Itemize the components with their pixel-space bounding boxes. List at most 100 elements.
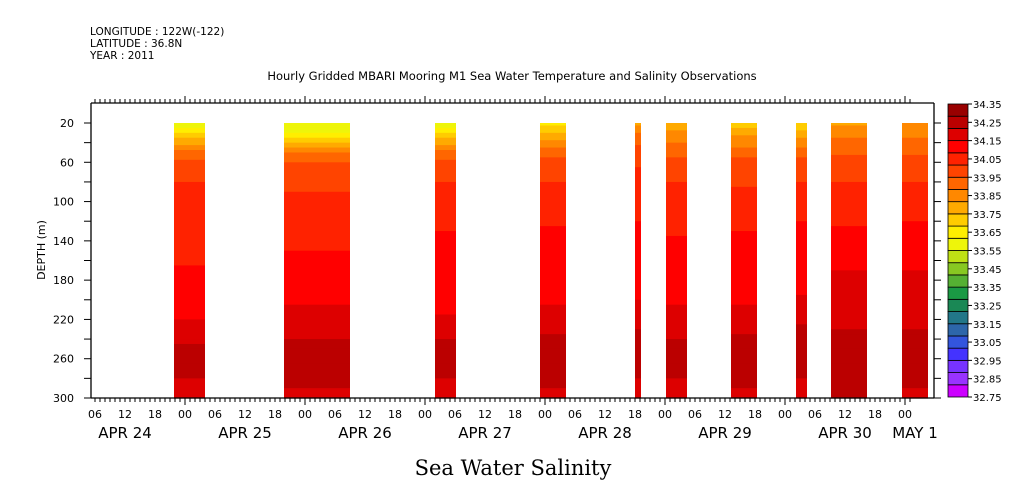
salinity-cell [635, 319, 641, 325]
salinity-cell [635, 383, 641, 389]
salinity-cell [731, 159, 757, 163]
salinity-cell [902, 329, 928, 335]
salinity-cell [435, 196, 456, 203]
salinity-cell [540, 353, 566, 360]
salinity-cell [635, 363, 641, 370]
salinity-cell [635, 130, 641, 134]
salinity-cell [796, 319, 807, 325]
salinity-cell [540, 324, 566, 330]
salinity-cell [284, 211, 350, 217]
salinity-cell [666, 177, 687, 183]
salinity-cell [540, 154, 566, 158]
salinity-cell [635, 181, 641, 188]
salinity-cell [796, 280, 807, 286]
salinity-cell [796, 304, 807, 311]
salinity-cell [666, 145, 687, 149]
salinity-cell [902, 231, 928, 237]
salinity-cell [831, 388, 867, 394]
salinity-cell [435, 270, 456, 276]
salinity-cell [435, 127, 456, 131]
salinity-cell [284, 275, 350, 281]
salinity-cell [435, 250, 456, 257]
salinity-cell [796, 140, 807, 144]
salinity-cell [284, 358, 350, 365]
salinity-cell [284, 319, 350, 325]
salinity-cell [731, 125, 757, 129]
salinity-cell [284, 231, 350, 237]
salinity-cell [174, 186, 205, 193]
salinity-cell [902, 186, 928, 193]
colorbar-swatch [947, 286, 969, 300]
salinity-cell [666, 130, 687, 134]
salinity-cell [831, 383, 867, 389]
salinity-cell [174, 304, 205, 311]
salinity-cell [731, 221, 757, 227]
salinity-cell [435, 393, 456, 399]
salinity-cell [666, 150, 687, 154]
salinity-cell [731, 373, 757, 379]
salinity-cell [731, 260, 757, 267]
salinity-cell [635, 289, 641, 296]
salinity-cell [902, 255, 928, 262]
salinity-cell [902, 147, 928, 151]
salinity-cell [831, 240, 867, 247]
y-tick-label: 220 [53, 313, 74, 326]
salinity-cell [902, 280, 928, 286]
salinity-cell [174, 196, 205, 203]
salinity-cell [635, 142, 641, 146]
x-tick-label: 00 [538, 408, 552, 421]
salinity-cell [731, 240, 757, 247]
salinity-cell [731, 196, 757, 203]
salinity-cell [796, 285, 807, 291]
salinity-cell [666, 167, 687, 173]
salinity-cell [731, 130, 757, 134]
salinity-cell [731, 162, 757, 168]
salinity-cell [540, 265, 566, 271]
salinity-cell [796, 260, 807, 267]
salinity-cell [666, 231, 687, 237]
salinity-cell [796, 201, 807, 208]
salinity-cell [540, 140, 566, 144]
salinity-cell [635, 125, 641, 129]
salinity-cell [174, 373, 205, 379]
x-date-label: APR 24 [98, 424, 152, 442]
salinity-cell [731, 245, 757, 252]
salinity-cell [284, 339, 350, 345]
colorbar-label: 34.15 [973, 137, 1002, 148]
salinity-cell [540, 235, 566, 242]
salinity-cell [831, 152, 867, 156]
salinity-cell [796, 329, 807, 335]
salinity-cell [902, 260, 928, 267]
salinity-cell [731, 167, 757, 173]
salinity-cell [284, 373, 350, 379]
salinity-cell [902, 309, 928, 316]
colorbar-swatch [947, 140, 969, 154]
salinity-cell [666, 181, 687, 188]
salinity-cell [796, 123, 807, 127]
colorbar-swatch [947, 347, 969, 361]
salinity-cell [902, 159, 928, 163]
colorbar: 32.75 32.85 32.95 33.05 33.15 33.25 33.35 33.45… [947, 100, 1002, 404]
salinity-cell [435, 304, 456, 311]
salinity-cell [435, 240, 456, 247]
colorbar-label: 34.05 [973, 155, 1002, 166]
salinity-cell [540, 130, 566, 134]
colorbar-swatch [947, 189, 969, 203]
salinity-cell [635, 145, 641, 149]
x-tick-label: 18 [628, 408, 642, 421]
salinity-cell [831, 363, 867, 370]
salinity-cell [174, 250, 205, 257]
salinity-cell [731, 177, 757, 183]
salinity-cell [635, 201, 641, 208]
salinity-cell [902, 250, 928, 257]
salinity-cell [284, 314, 350, 321]
x-axis-ticks: 06 12 18 00 06 12 18 00 06 12 18 00 06 12 18 00 06 12 18 00… [88, 96, 938, 442]
salinity-cell [666, 132, 687, 136]
salinity-cell [666, 201, 687, 208]
salinity-cell [796, 125, 807, 129]
colorbar-swatch [947, 103, 969, 117]
salinity-cell [284, 216, 350, 222]
y-tick-label: 300 [53, 392, 74, 405]
salinity-cell [174, 206, 205, 212]
x-tick-label: 12 [718, 408, 732, 421]
